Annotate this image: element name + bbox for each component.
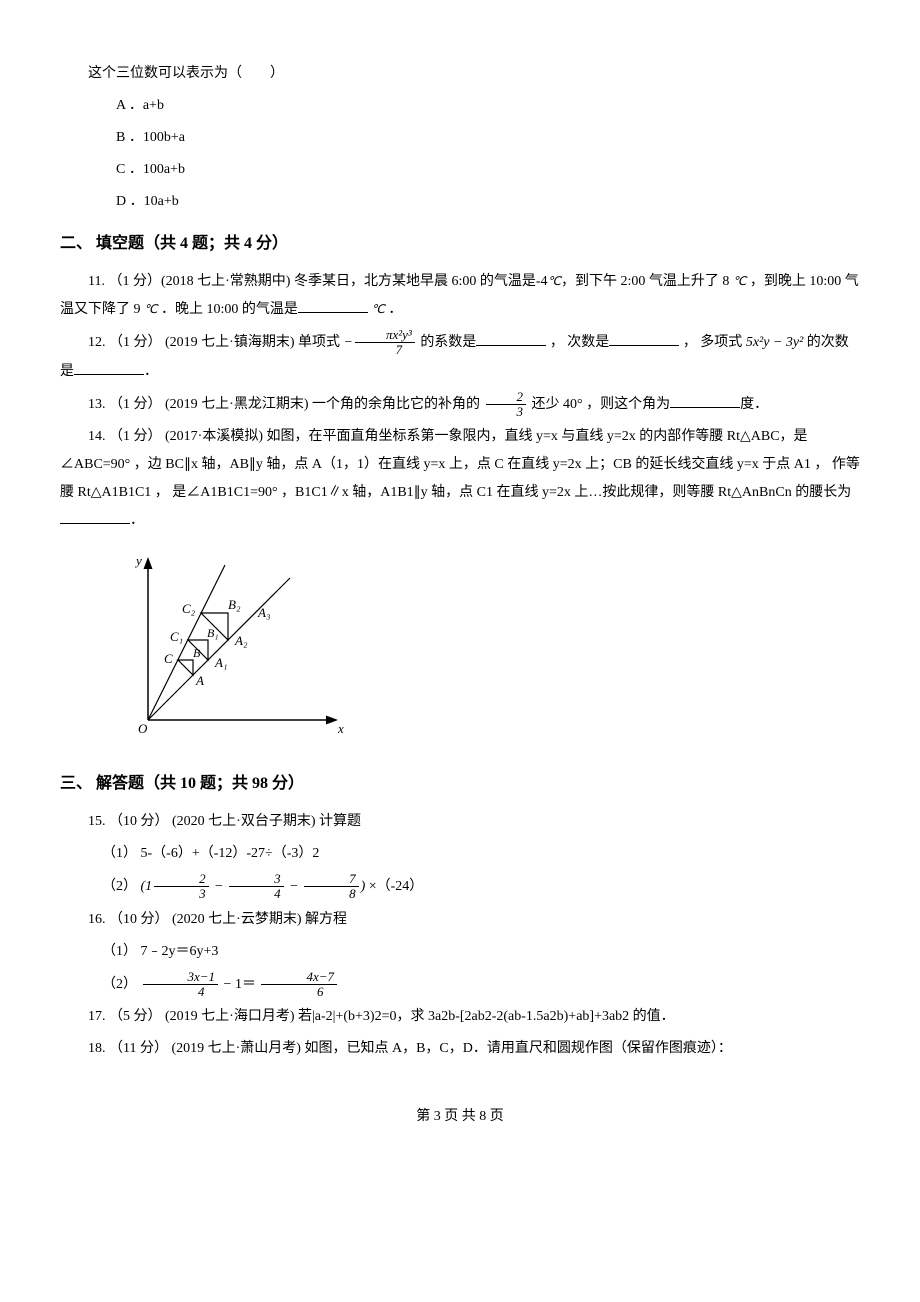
q13-end: 度． bbox=[740, 397, 768, 412]
coordinate-diagram: O x y A B C A₁ B₁ C₁ A₂ B₂ C₂ A₃ bbox=[120, 545, 860, 756]
frac-num: 2 bbox=[154, 872, 209, 887]
question-12: 12. （1 分） (2019 七上·镇海期末) 单项式 −πx²y³7 的系数… bbox=[60, 328, 860, 386]
q12-sign: − bbox=[344, 335, 353, 350]
page-footer: 第 3 页 共 8 页 bbox=[60, 1103, 860, 1131]
label-A1: A₁ bbox=[214, 655, 227, 670]
q16-sub2: （2） 3x−14 − 1＝ 4x−76 bbox=[60, 970, 860, 1000]
celsius-unit: ℃ bbox=[144, 302, 157, 316]
frac-den: 4 bbox=[143, 985, 219, 999]
label-A: A bbox=[195, 673, 204, 688]
question-11: 11. （1 分）(2018 七上·常熟期中) 冬季某日，北方某地早晨 6:00… bbox=[60, 268, 860, 324]
frac3: 78 bbox=[304, 872, 359, 902]
label-C1: C₁ bbox=[170, 629, 183, 644]
q11-end: ． bbox=[385, 302, 403, 317]
option-d: D ．10a+b bbox=[60, 188, 860, 216]
label-x: x bbox=[337, 721, 344, 736]
fill-blank bbox=[298, 299, 368, 313]
q16-sub1: （1） 7﹣2y＝6y+3 bbox=[60, 938, 860, 966]
label-O: O bbox=[138, 721, 148, 736]
question-14: 14. （1 分） (2017·本溪模拟) 如图，在平面直角坐标系第一象限内，直… bbox=[60, 423, 860, 535]
section-3-title: 三、 解答题（共 10 题；共 98 分） bbox=[60, 768, 860, 800]
option-c: C ．100a+b bbox=[60, 156, 860, 184]
triangle-abc bbox=[178, 660, 193, 675]
minus: − bbox=[286, 879, 302, 894]
line-yx bbox=[148, 578, 290, 720]
fill-blank bbox=[476, 332, 546, 346]
celsius-unit: ℃ bbox=[548, 274, 561, 288]
fill-blank bbox=[74, 361, 144, 375]
label-C2: C₂ bbox=[182, 601, 196, 616]
label-A2: A₂ bbox=[234, 633, 248, 648]
frac1: 23 bbox=[154, 872, 209, 902]
frac-den: 7 bbox=[355, 343, 415, 357]
question-13: 13. （1 分） (2019 七上·黑龙江期末) 一个角的余角比它的补角的 2… bbox=[60, 390, 860, 420]
q15-sub2-end: ×（-24） bbox=[365, 879, 423, 894]
q16-sub2-mid: − 1＝ bbox=[220, 977, 259, 992]
q14-end: ． bbox=[130, 513, 144, 528]
question-18: 18. （11 分） (2019 七上·萧山月考) 如图，已知点 A，B，C，D… bbox=[60, 1035, 860, 1063]
question-17: 17. （5 分） (2019 七上·海口月考) 若|a-2|+(b+3)2=0… bbox=[60, 1003, 860, 1031]
frac-num: 4x−7 bbox=[261, 970, 337, 985]
question-15: 15. （10 分） (2020 七上·双台子期末) 计算题 bbox=[60, 808, 860, 836]
celsius-unit: ℃ bbox=[371, 302, 384, 316]
frac-num: 3x−1 bbox=[143, 970, 219, 985]
label-y: y bbox=[134, 553, 142, 568]
q13-mid: 还少 40° ，则这个角为 bbox=[528, 397, 670, 412]
section-2-title: 二、 填空题（共 4 题；共 4 分） bbox=[60, 228, 860, 260]
label-B1: B₁ bbox=[207, 626, 219, 640]
minus: − bbox=[211, 879, 227, 894]
question-16: 16. （10 分） (2020 七上·云梦期末) 解方程 bbox=[60, 906, 860, 934]
frac-num: πx²y³ bbox=[355, 328, 415, 343]
frac2: 34 bbox=[229, 872, 284, 902]
q15-sub2: （2） (123 − 34 − 78) ×（-24） bbox=[60, 872, 860, 902]
option-b: B ．100b+a bbox=[60, 124, 860, 152]
q12-pre: 12. （1 分） (2019 七上·镇海期末) 单项式 bbox=[88, 335, 344, 350]
fill-blank bbox=[670, 394, 740, 408]
fill-blank bbox=[609, 332, 679, 346]
whole: 1 bbox=[145, 879, 152, 894]
q15-sub1: （1） 5-（-6）+（-12）-27÷（-3）2 bbox=[60, 840, 860, 868]
q12-mid3: ， 多项式 bbox=[679, 335, 746, 350]
q13-fraction: 23 bbox=[486, 390, 527, 420]
label-B: B bbox=[193, 646, 201, 660]
option-a: A ．a+b bbox=[60, 92, 860, 120]
frac1: 3x−14 bbox=[143, 970, 219, 1000]
label-B2: B₂ bbox=[228, 597, 241, 612]
frac-den: 8 bbox=[304, 887, 359, 901]
line-y2x bbox=[148, 565, 225, 720]
question-stem: 这个三位数可以表示为（ ） bbox=[60, 60, 860, 88]
q16-sub2-pre: （2） bbox=[102, 977, 141, 992]
q12-poly: 5x²y − 3y² bbox=[746, 335, 803, 350]
q12-mid1: 的系数是 bbox=[420, 335, 476, 350]
q11-text-pre: 11. （1 分）(2018 七上·常熟期中) 冬季某日，北方某地早晨 6:00… bbox=[88, 274, 548, 289]
frac-num: 3 bbox=[229, 872, 284, 887]
frac-den: 6 bbox=[261, 985, 337, 999]
frac-den: 3 bbox=[154, 887, 209, 901]
q12-mid2: ， 次数是 bbox=[546, 335, 609, 350]
label-A3: A₃ bbox=[257, 605, 270, 620]
frac-den: 3 bbox=[486, 405, 527, 419]
q14-text: 14. （1 分） (2017·本溪模拟) 如图，在平面直角坐标系第一象限内，直… bbox=[60, 429, 860, 500]
label-C: C bbox=[164, 651, 173, 666]
q11-mid3: ．晚上 10:00 的气温是 bbox=[157, 302, 297, 317]
q11-mid1: ，到下午 2:00 气温上升了 8 bbox=[561, 274, 733, 289]
frac-den: 4 bbox=[229, 887, 284, 901]
diagram-svg: O x y A B C A₁ B₁ C₁ A₂ B₂ C₂ A₃ bbox=[120, 545, 350, 745]
frac-num: 2 bbox=[486, 390, 527, 405]
frac2: 4x−76 bbox=[261, 970, 337, 1000]
frac-num: 7 bbox=[304, 872, 359, 887]
q12-end: ． bbox=[144, 364, 158, 379]
q13-pre: 13. （1 分） (2019 七上·黑龙江期末) 一个角的余角比它的补角的 bbox=[88, 397, 484, 412]
q12-fraction: πx²y³7 bbox=[355, 328, 415, 358]
fill-blank bbox=[60, 510, 130, 524]
q15-sub2-pre: （2） bbox=[102, 879, 141, 894]
celsius-unit: ℃ bbox=[733, 274, 746, 288]
